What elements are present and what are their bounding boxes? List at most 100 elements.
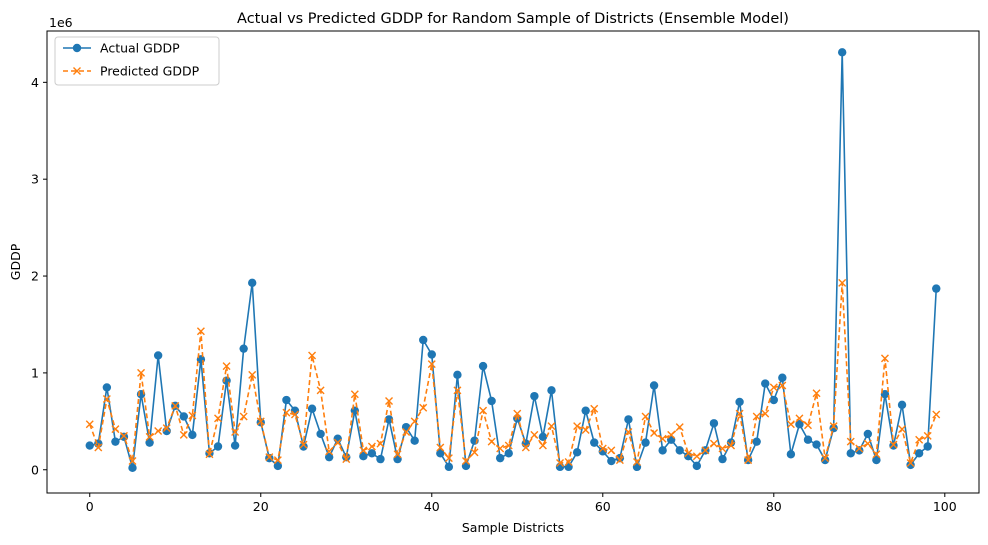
predicted-data-point (214, 414, 223, 423)
predicted-data-point (735, 409, 744, 418)
predicted-data-point (282, 408, 291, 417)
actual-data-point (188, 430, 197, 440)
predicted-data-point (504, 441, 513, 450)
predicted-data-point (436, 443, 445, 452)
predicted-data-point (761, 409, 770, 418)
predicted-data-point (821, 454, 830, 463)
predicted-data-point (470, 448, 479, 457)
predicted-data-point (393, 450, 402, 459)
x-tick-label: 40 (424, 499, 440, 514)
predicted-data-point (573, 422, 582, 431)
predicted-data-point (376, 439, 385, 448)
predicted-data-point (162, 424, 171, 433)
y-tick-label: 0 (31, 462, 39, 477)
predicted-data-point (239, 412, 248, 421)
actual-data-point (239, 344, 248, 353)
actual-data-point (855, 446, 864, 455)
actual-data-point (530, 391, 539, 401)
actual-data-point (769, 395, 778, 405)
actual-data-point (675, 446, 684, 455)
actual-data-point (248, 278, 257, 288)
actual-data-point (273, 461, 283, 471)
predicted-data-point (102, 395, 111, 404)
actual-data-point (632, 462, 642, 472)
predicted-data-point (479, 406, 488, 415)
predicted-data-point (872, 450, 881, 459)
actual-data-point (85, 441, 94, 450)
predicted-data-point (461, 457, 470, 466)
predicted-data-point (137, 368, 146, 377)
predicted-data-point (248, 370, 257, 379)
predicted-data-point (812, 389, 821, 398)
predicted-data-point (727, 441, 736, 450)
predicted-data-point (325, 447, 334, 456)
predicted-data-point (598, 444, 607, 453)
actual-data-point (461, 461, 471, 471)
actual-data-point (837, 48, 847, 57)
actual-data-point (547, 386, 556, 395)
predicted-data-point (556, 458, 565, 467)
predicted-data-point (256, 417, 265, 426)
x-tick-label: 60 (595, 499, 611, 514)
predicted-data-point (795, 414, 804, 423)
legend-marker-actual (72, 43, 82, 53)
predicted-data-point (299, 440, 308, 449)
actual-data-point (282, 395, 291, 405)
predicted-data-point (667, 430, 676, 439)
actual-data-point (572, 448, 582, 457)
predicted-data-point (632, 458, 641, 467)
actual-data-point (419, 335, 428, 345)
predicted-data-point (701, 446, 710, 455)
actual-data-point (709, 419, 719, 428)
actual-data-point (735, 397, 744, 407)
predicted-data-point (367, 442, 376, 451)
predicted-data-point (222, 362, 231, 371)
actual-data-point (812, 440, 821, 449)
actual-data-point (803, 435, 813, 444)
actual-data-point (153, 351, 163, 360)
actual-data-point (128, 463, 137, 473)
predicted-data-point (171, 401, 180, 410)
predicted-data-point (290, 410, 299, 419)
predicted-data-point (444, 454, 453, 463)
actual-data-point (692, 461, 702, 471)
actual-data-point (145, 438, 154, 447)
actual-data-point (590, 438, 599, 447)
predicted-data-point (547, 422, 556, 431)
predicted-data-point (196, 327, 205, 336)
actual-data-point (863, 429, 873, 439)
x-tick-label: 100 (933, 499, 957, 514)
predicted-data-point (154, 427, 163, 436)
predicted-data-point (846, 437, 855, 446)
predicted-data-point (932, 410, 941, 419)
predicted-data-point (855, 444, 864, 453)
actual-data-point (880, 390, 890, 399)
actual-data-point (427, 350, 436, 359)
actual-data-point (718, 454, 727, 464)
actual-data-point (761, 379, 770, 388)
predicted-data-point (778, 381, 787, 390)
actual-data-point (538, 432, 548, 442)
predicted-data-point (359, 446, 368, 455)
actual-data-point (384, 415, 394, 424)
actual-data-point (846, 449, 855, 458)
actual-data-point (213, 442, 223, 451)
actual-data-point (932, 284, 941, 293)
actual-data-point (307, 404, 317, 413)
actual-data-point (820, 455, 830, 465)
actual-data-point (495, 453, 505, 463)
predicted-data-point (145, 432, 154, 441)
actual-series-line (89, 51, 938, 469)
x-axis-label: Sample Districts (462, 520, 564, 535)
predicted-data-point (487, 437, 496, 446)
predicted-data-point (880, 354, 889, 363)
predicted-data-point (538, 441, 547, 450)
actual-data-point (795, 420, 804, 429)
actual-data-point (393, 454, 402, 464)
predicted-data-point (863, 439, 872, 448)
actual-data-point (581, 406, 590, 415)
predicted-data-point (111, 425, 120, 434)
predicted-data-point (205, 450, 214, 459)
